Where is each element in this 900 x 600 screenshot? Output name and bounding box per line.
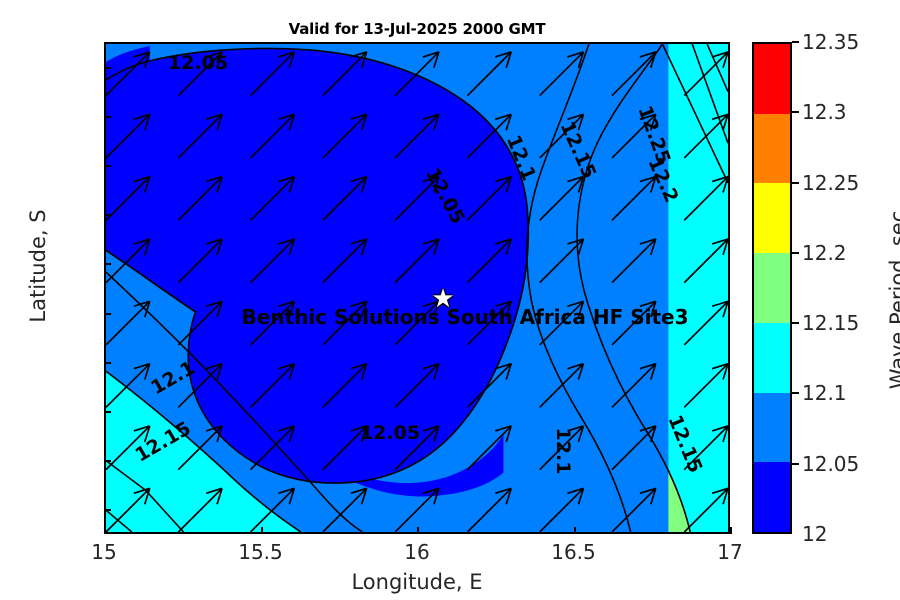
y-axis-tick-mark <box>104 361 111 364</box>
y-axis-tick-mark <box>104 411 111 413</box>
y-axis-tick-mark <box>104 165 111 167</box>
colorbar-band <box>754 392 790 463</box>
colorbar-tick-label: 12.2 <box>802 240 847 265</box>
x-axis-tick-mark <box>104 527 106 534</box>
x-axis-tick-label: 16.5 <box>551 540 596 564</box>
colorbar-tick-mark <box>792 251 799 254</box>
colorbar-title: Wave Period, sec <box>886 210 900 390</box>
x-axis-tick-mark <box>260 527 263 534</box>
y-axis-tick-mark <box>104 66 111 69</box>
colorbar-tick-mark <box>792 41 799 43</box>
y-axis-tick-mark <box>104 214 111 217</box>
site-marker-star: ★ <box>431 284 455 314</box>
colorbar-tick-mark <box>792 181 799 184</box>
colorbar-tick-mark <box>792 322 799 325</box>
x-axis-tick-label: 15.5 <box>238 540 283 564</box>
colorbar-band <box>754 322 790 393</box>
colorbar-tick-label: 12 <box>802 522 828 546</box>
colorbar-tick-mark <box>792 462 799 465</box>
colorbar-tick-label: 12.3 <box>802 100 847 125</box>
colorbar-tick-label: 12.1 <box>802 381 847 406</box>
colorbar-band <box>754 43 790 114</box>
colorbar-band <box>754 462 790 532</box>
x-axis-title: Longitude, E <box>351 570 483 594</box>
x-axis-tick-mark <box>730 527 732 534</box>
y-axis-tick-mark <box>104 263 111 266</box>
site-label: Benthic Solutions South Africa HF Site3 <box>241 305 689 329</box>
colorbar-band <box>754 253 790 323</box>
y-axis-tick-mark <box>104 312 111 315</box>
y-axis-title: Latitude, S <box>26 209 50 323</box>
colorbar-band <box>754 113 790 184</box>
colorbar-band <box>754 183 790 254</box>
colorbar-tick-mark <box>792 111 799 114</box>
colorbar-tick-mark <box>792 392 799 395</box>
y-axis-tick-mark <box>104 509 111 512</box>
y-axis-tick-mark <box>104 460 111 463</box>
x-axis-tick-mark <box>573 527 576 534</box>
x-axis-tick-label: 16 <box>404 540 430 564</box>
colorbar-tick-label: 12.25 <box>802 170 860 195</box>
colorbar[interactable] <box>752 42 792 534</box>
y-axis-tick-mark <box>104 115 111 118</box>
colorbar-tick-label: 12.35 <box>802 30 860 54</box>
colorbar-tick-label: 12.05 <box>802 451 860 476</box>
x-axis-tick-label: 15 <box>91 540 117 564</box>
colorbar-tick-label: 12.15 <box>802 311 860 336</box>
x-axis-tick-label: 17 <box>717 540 743 564</box>
x-axis-tick-mark <box>417 527 419 534</box>
plot-area[interactable] <box>104 42 730 534</box>
page-title: Valid for 13-Jul-2025 2000 GMT <box>288 20 546 38</box>
wave-direction-arrow-layer <box>106 51 728 532</box>
